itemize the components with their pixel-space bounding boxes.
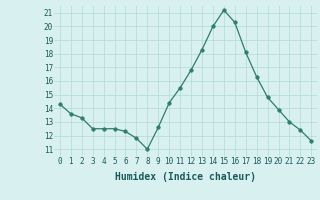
X-axis label: Humidex (Indice chaleur): Humidex (Indice chaleur)	[115, 172, 256, 182]
